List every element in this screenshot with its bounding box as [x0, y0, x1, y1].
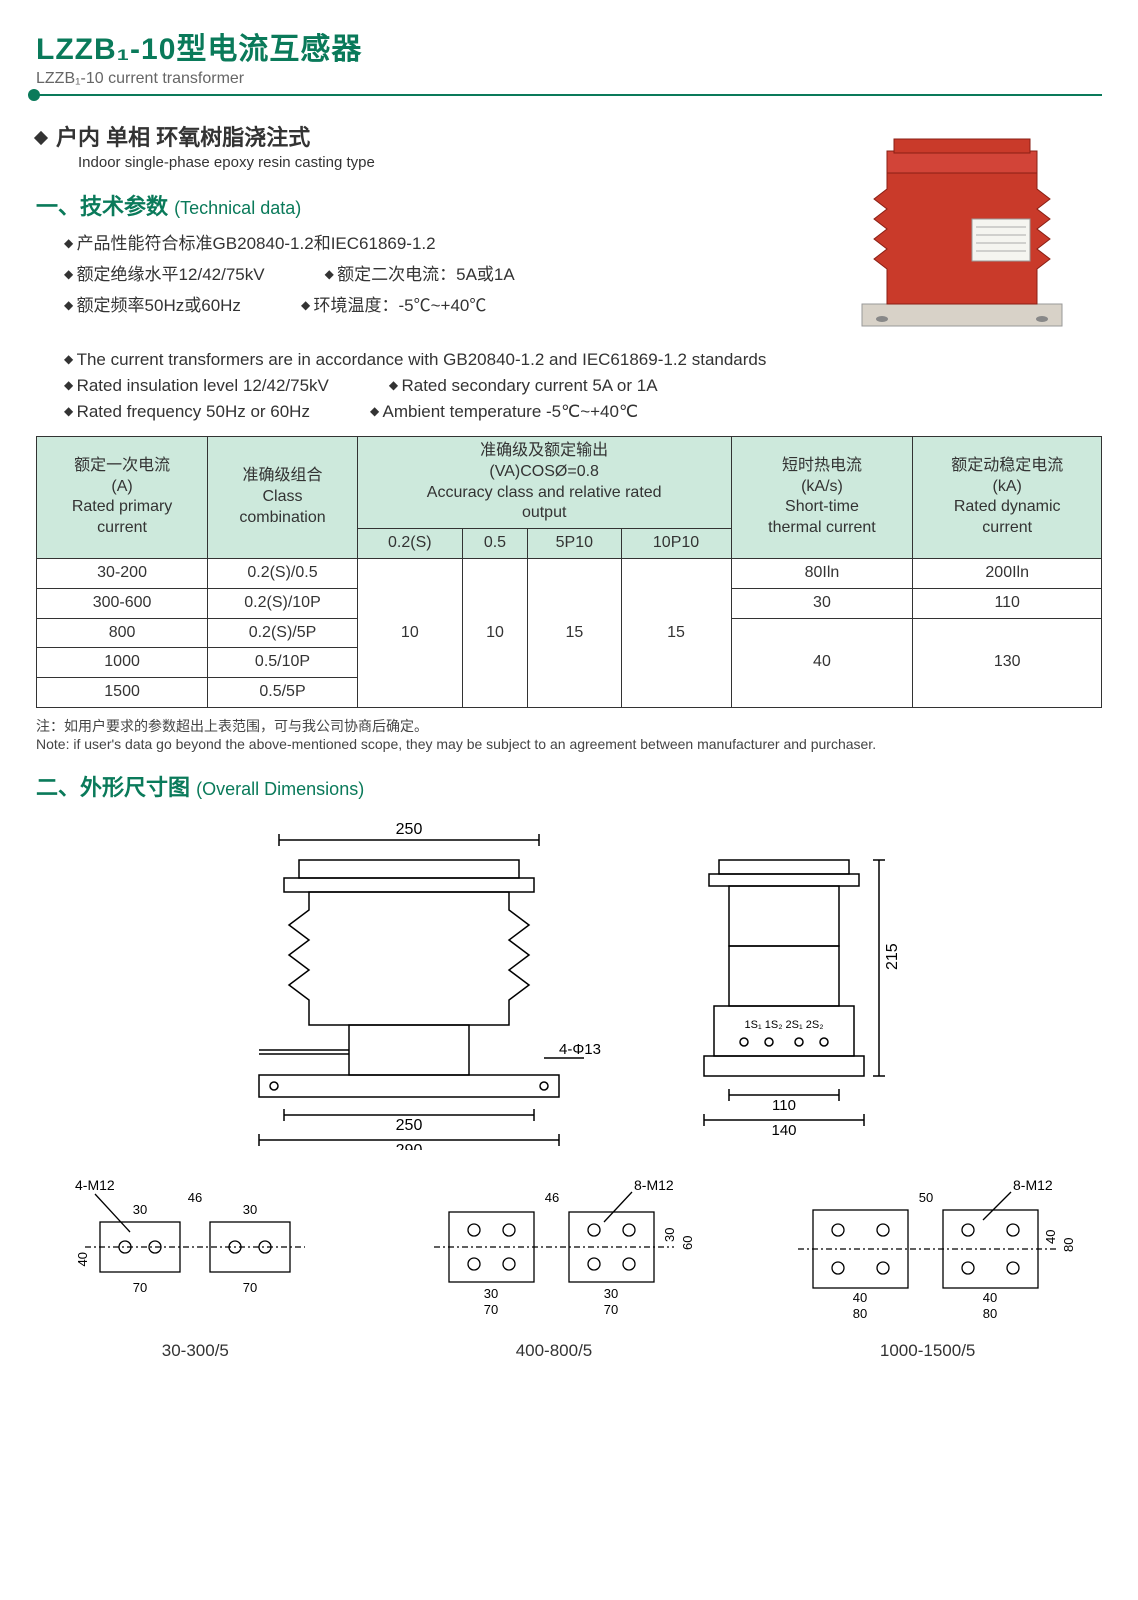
svg-text:70: 70 — [484, 1302, 498, 1317]
param-item: Rated secondary current 5A or 1A — [389, 376, 658, 396]
svg-text:8-M12: 8-M12 — [634, 1177, 674, 1193]
subtype-en: Indoor single-phase epoxy resin casting … — [78, 154, 802, 171]
svg-text:46: 46 — [188, 1190, 202, 1205]
svg-text:1S₁ 1S₂ 2S₁ 2S₂: 1S₁ 1S₂ 2S₁ 2S₂ — [745, 1019, 824, 1031]
params-cn: 产品性能符合标准GB20840-1.2和IEC61869-1.2 额定绝缘水平12… — [64, 229, 802, 316]
top-left: 户内 单相 环氧树脂浇注式 Indoor single-phase epoxy … — [36, 114, 802, 344]
plate-1: 4-M12 30 46 30 40 70 70 30-300/5 — [45, 1172, 345, 1361]
svg-text:250: 250 — [396, 1117, 423, 1134]
svg-text:110: 110 — [772, 1097, 796, 1114]
th-dynamic: 额定动稳定电流(kA)Rated dynamiccurrent — [913, 437, 1102, 559]
svg-text:80: 80 — [982, 1306, 996, 1321]
product-image — [822, 114, 1102, 344]
svg-text:30: 30 — [484, 1286, 498, 1301]
top-section: 户内 单相 环氧树脂浇注式 Indoor single-phase epoxy … — [36, 114, 1102, 344]
dimension-drawings: 250 4-Φ13 250 290 1S₁ 1S₂ 2S₁ 2S₂ 215 11… — [36, 810, 1102, 1150]
th-thermal: 短时热电流(kA/s)Short-timethermal current — [731, 437, 913, 559]
svg-text:40: 40 — [982, 1290, 996, 1305]
svg-text:4-M12: 4-M12 — [75, 1177, 115, 1193]
params-en: The current transformers are in accordan… — [64, 350, 1102, 422]
param-item: 额定二次电流：5A或1A — [325, 260, 515, 285]
svg-text:30: 30 — [243, 1202, 257, 1217]
svg-text:140: 140 — [771, 1122, 796, 1139]
title-en: LZZB₁-10 current transformer — [36, 70, 1102, 88]
terminal-plates: 4-M12 30 46 30 40 70 70 30-300/5 8-M12 — [36, 1172, 1102, 1361]
param-item: 环境温度：-5℃~+40℃ — [301, 291, 486, 316]
plate1-drawing: 4-M12 30 46 30 40 70 70 — [45, 1172, 345, 1322]
transformer-illustration — [832, 119, 1092, 339]
svg-text:250: 250 — [396, 821, 423, 838]
svg-text:40: 40 — [1043, 1230, 1058, 1244]
param-item: Rated insulation level 12/42/75kV — [64, 376, 329, 396]
plate3-label: 1000-1500/5 — [763, 1341, 1093, 1361]
svg-text:70: 70 — [604, 1302, 618, 1317]
svg-text:215: 215 — [884, 943, 901, 970]
section2-head: 二、外形尺寸图 (Overall Dimensions) — [36, 770, 1102, 802]
svg-text:80: 80 — [852, 1306, 866, 1321]
th-10p10: 10P10 — [621, 529, 731, 559]
th-5p10: 5P10 — [528, 529, 621, 559]
plate1-label: 30-300/5 — [45, 1341, 345, 1361]
svg-text:30: 30 — [662, 1228, 677, 1242]
title-bar: LZZB₁-10型电流互感器 LZZB₁-10 current transfor… — [36, 24, 1102, 96]
th-02s: 0.2(S) — [357, 529, 462, 559]
svg-text:290: 290 — [396, 1142, 423, 1150]
svg-text:40: 40 — [75, 1252, 90, 1266]
section1-head: 一、技术参数 (Technical data) — [36, 189, 802, 221]
th-05: 0.5 — [462, 529, 527, 559]
th-primary: 额定一次电流(A)Rated primarycurrent — [37, 437, 208, 559]
th-class: 准确级组合Classcombination — [208, 437, 358, 559]
th-accuracy: 准确级及额定输出(VA)COSØ=0.8Accuracy class and r… — [357, 437, 731, 529]
plate-2: 8-M12 46 30 60 30 30 70 70 400-800/5 — [394, 1172, 714, 1361]
param-item: Rated frequency 50Hz or 60Hz — [64, 402, 310, 422]
plate2-drawing: 8-M12 46 30 60 30 30 70 70 — [394, 1172, 714, 1322]
spec-table: 额定一次电流(A)Rated primarycurrent 准确级组合Class… — [36, 436, 1102, 708]
svg-text:40: 40 — [852, 1290, 866, 1305]
param-item: 额定绝缘水平12/42/75kV — [64, 260, 265, 285]
param-item: The current transformers are in accordan… — [64, 350, 766, 370]
subtype-cn: 户内 单相 环氧树脂浇注式 — [36, 120, 802, 152]
param-item: Ambient temperature -5℃~+40℃ — [370, 402, 638, 422]
plate2-label: 400-800/5 — [394, 1341, 714, 1361]
param-item: 产品性能符合标准GB20840-1.2和IEC61869-1.2 — [64, 229, 436, 254]
svg-text:8-M12: 8-M12 — [1013, 1177, 1053, 1193]
svg-text:30: 30 — [604, 1286, 618, 1301]
svg-text:70: 70 — [133, 1280, 147, 1295]
svg-text:70: 70 — [243, 1280, 257, 1295]
svg-text:46: 46 — [545, 1190, 559, 1205]
svg-text:60: 60 — [680, 1236, 695, 1250]
front-view: 250 4-Φ13 250 290 — [199, 810, 619, 1150]
table-note: 注：如用户要求的参数超出上表范围，可与我公司协商后确定。 Note: if us… — [36, 716, 1102, 752]
table-row: 30-2000.2(S)/0.5 10 10 15 15 80Iln200Iln — [37, 558, 1102, 588]
svg-text:30: 30 — [133, 1202, 147, 1217]
param-item: 额定频率50Hz或60Hz — [64, 291, 241, 316]
plate3-drawing: 8-M12 50 40 80 40 40 80 80 — [763, 1172, 1093, 1322]
svg-text:50: 50 — [918, 1190, 932, 1205]
title-cn: LZZB₁-10型电流互感器 — [36, 24, 1102, 68]
svg-text:80: 80 — [1061, 1238, 1076, 1252]
plate-3: 8-M12 50 40 80 40 40 80 80 1000-1500/5 — [763, 1172, 1093, 1361]
svg-text:4-Φ13: 4-Φ13 — [559, 1041, 601, 1058]
side-view: 1S₁ 1S₂ 2S₁ 2S₂ 215 110 140 — [659, 810, 939, 1150]
